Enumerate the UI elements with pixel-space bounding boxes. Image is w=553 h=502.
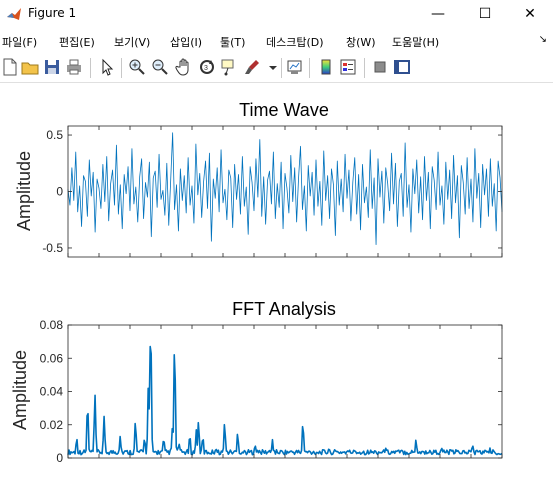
- link-plot-icon[interactable]: [285, 57, 305, 77]
- menu-bar: 파일(F) 편집(E) 보기(V) 삽입(I) 툴(T) 데스크탑(D) 창(W…: [0, 30, 553, 52]
- menu-help[interactable]: 도움말(H): [392, 36, 440, 49]
- series-line: [67, 132, 503, 245]
- chart-title: Time Wave: [239, 100, 329, 120]
- legend-icon[interactable]: [338, 57, 358, 77]
- toolbar-separator: [281, 58, 282, 78]
- zoom-in-icon[interactable]: [127, 57, 147, 77]
- y-tick-label: 0.06: [40, 351, 64, 365]
- menu-file[interactable]: 파일(F): [2, 36, 38, 49]
- y-tick-label: -0.5: [42, 241, 63, 255]
- show-plot-tools-icon[interactable]: [392, 57, 412, 77]
- y-axis-label: Amplitude: [10, 350, 30, 430]
- save-icon[interactable]: [42, 57, 62, 77]
- window-title: Figure 1: [28, 6, 77, 20]
- toolbar-separator: [90, 58, 91, 78]
- y-tick-label: 0: [56, 185, 63, 199]
- brush-dropdown-icon[interactable]: [263, 57, 283, 77]
- window-titlebar: Figure 1 — ☐ ✕: [0, 0, 553, 28]
- y-tick-label: 0: [56, 451, 63, 465]
- figure-toolbar: 3: [0, 54, 553, 83]
- toolbar-separator: [364, 58, 365, 78]
- menu-overflow-icon[interactable]: ↘: [538, 34, 547, 45]
- menu-window[interactable]: 창(W): [346, 36, 376, 49]
- zoom-out-icon[interactable]: [150, 57, 170, 77]
- colorbar-icon[interactable]: [316, 57, 336, 77]
- brush-icon[interactable]: [242, 57, 262, 77]
- y-axis-label: Amplitude: [14, 151, 34, 231]
- chart-title: FFT Analysis: [232, 299, 336, 319]
- minimize-button[interactable]: —: [415, 0, 461, 28]
- y-tick-label: 0.08: [40, 318, 64, 332]
- svg-text:3: 3: [204, 65, 208, 72]
- menu-edit[interactable]: 편집(E): [59, 36, 95, 49]
- maximize-button[interactable]: ☐: [462, 0, 508, 28]
- pointer-icon[interactable]: [97, 57, 117, 77]
- axes-frame: [67, 324, 503, 459]
- menu-desktop[interactable]: 데스크탑(D): [266, 36, 324, 49]
- y-tick-label: 0.04: [40, 385, 64, 399]
- maximize-icon: ☐: [478, 6, 492, 22]
- close-button[interactable]: ✕: [507, 0, 553, 28]
- print-icon[interactable]: [64, 57, 84, 77]
- rotate-3d-icon[interactable]: 3: [197, 57, 217, 77]
- menu-insert[interactable]: 삽입(I): [170, 36, 203, 49]
- fft-analysis-axes[interactable]: FFT Analysis Amplitude 0 0.02 0.04 0.06 0.08: [10, 299, 503, 465]
- time-wave-axes[interactable]: Time Wave Amplitude -0.5 0 0.5: [14, 100, 503, 258]
- series-line: [67, 345, 503, 456]
- open-file-icon[interactable]: [20, 57, 40, 77]
- hide-plot-tools-icon[interactable]: [370, 57, 390, 77]
- new-figure-icon[interactable]: [0, 57, 20, 77]
- y-tick-label: 0.02: [40, 418, 64, 432]
- pan-hand-icon[interactable]: [174, 57, 194, 77]
- y-tick-label: 0.5: [46, 128, 63, 142]
- figure-plots: Time Wave Amplitude -0.5 0 0.5 FFT Analysi…: [10, 100, 503, 465]
- menu-view[interactable]: 보기(V): [114, 36, 151, 49]
- close-icon: ✕: [524, 6, 536, 22]
- minimize-icon: —: [431, 6, 445, 22]
- figure-canvas[interactable]: Time Wave Amplitude -0.5 0 0.5 FFT Analysi…: [0, 83, 553, 497]
- data-cursor-icon[interactable]: [219, 57, 239, 77]
- matlab-logo-icon: [7, 8, 21, 20]
- toolbar-separator: [121, 58, 122, 78]
- toolbar-separator: [309, 58, 310, 78]
- menu-tools[interactable]: 툴(T): [220, 36, 246, 49]
